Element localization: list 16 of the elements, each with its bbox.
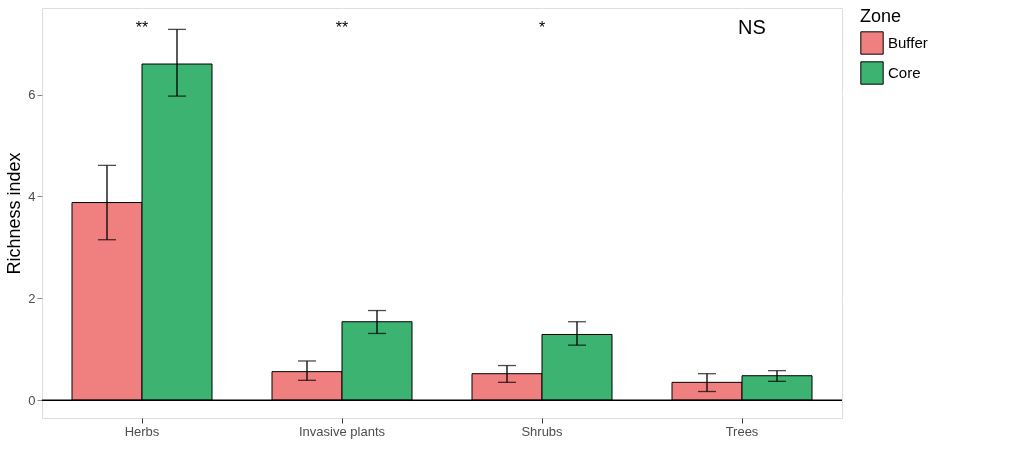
- y-tick-label: 0: [28, 392, 36, 408]
- x-tick-label: Herbs: [124, 423, 160, 439]
- annotation: **: [335, 19, 349, 36]
- y-tick-label: 6: [28, 87, 36, 103]
- annotation: *: [538, 19, 546, 36]
- legend-label: Buffer: [888, 34, 928, 51]
- x-tick-label: Invasive plants: [299, 423, 386, 439]
- y-tick-label: 4: [28, 188, 36, 204]
- legend-title: Zone: [860, 6, 902, 26]
- annotation: NS: [738, 16, 766, 38]
- x-tick-label: Trees: [725, 423, 759, 439]
- annotation: **: [135, 19, 149, 36]
- legend-label: Core: [888, 64, 921, 81]
- y-tick-label: 2: [28, 290, 36, 306]
- y-axis-title: Richness index: [4, 152, 25, 275]
- x-tick-label: Shrubs: [521, 423, 564, 439]
